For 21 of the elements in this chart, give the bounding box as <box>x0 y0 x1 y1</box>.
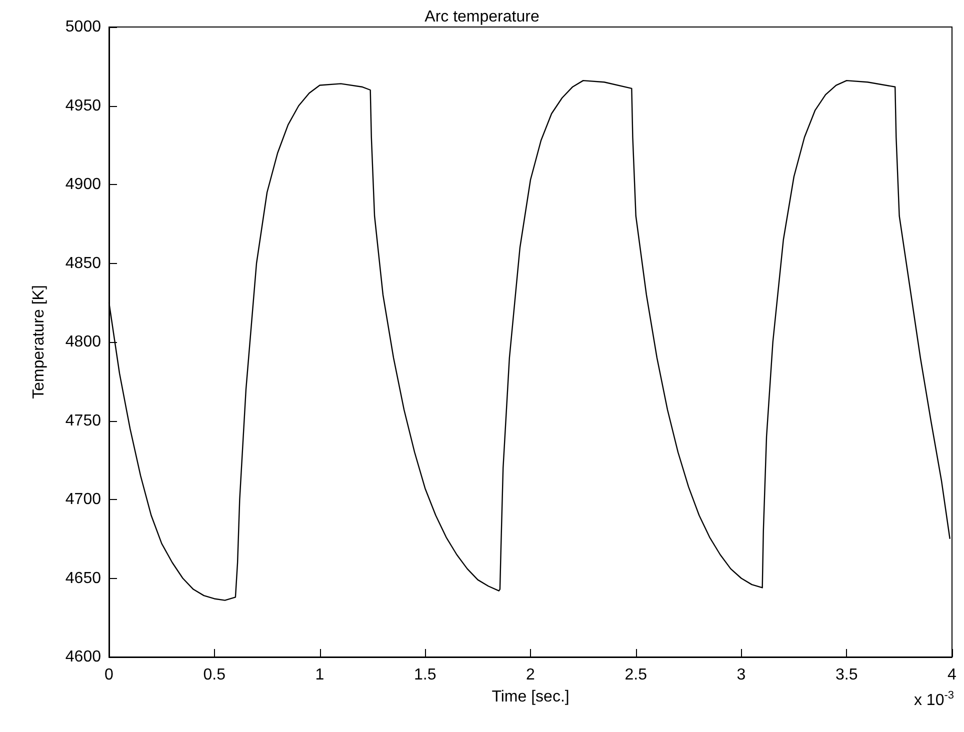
x-tick-label: 3.5 <box>836 666 858 684</box>
chart-title: Arc temperature <box>424 8 540 26</box>
x-tick-label: 0 <box>104 666 114 684</box>
y-tick-label: 4950 <box>65 97 102 114</box>
x-tick-label: 4 <box>948 666 957 684</box>
x-tick-label: 3 <box>736 666 746 684</box>
y-tick-label: 4750 <box>65 412 102 430</box>
x-tick-label: 2.5 <box>624 666 648 684</box>
y-tick-label: 4850 <box>65 254 102 272</box>
y-tick-label: 4600 <box>65 648 102 666</box>
y-tick-label: 5000 <box>65 18 102 36</box>
y-axis-title: Temperature [K] <box>30 285 48 399</box>
y-tick-label: 4700 <box>65 491 102 508</box>
y-tick-label: 4900 <box>65 176 102 193</box>
x-tick-label: 1.5 <box>414 666 436 684</box>
x-axis-title: Time [sec.] <box>492 688 570 706</box>
y-tick-label: 4650 <box>65 570 102 587</box>
x-tick-label: 0.5 <box>203 666 226 684</box>
y-tick-label: 4800 <box>65 334 102 350</box>
x-tick-label: 1 <box>315 666 324 684</box>
x-tick-label: 2 <box>526 666 536 684</box>
